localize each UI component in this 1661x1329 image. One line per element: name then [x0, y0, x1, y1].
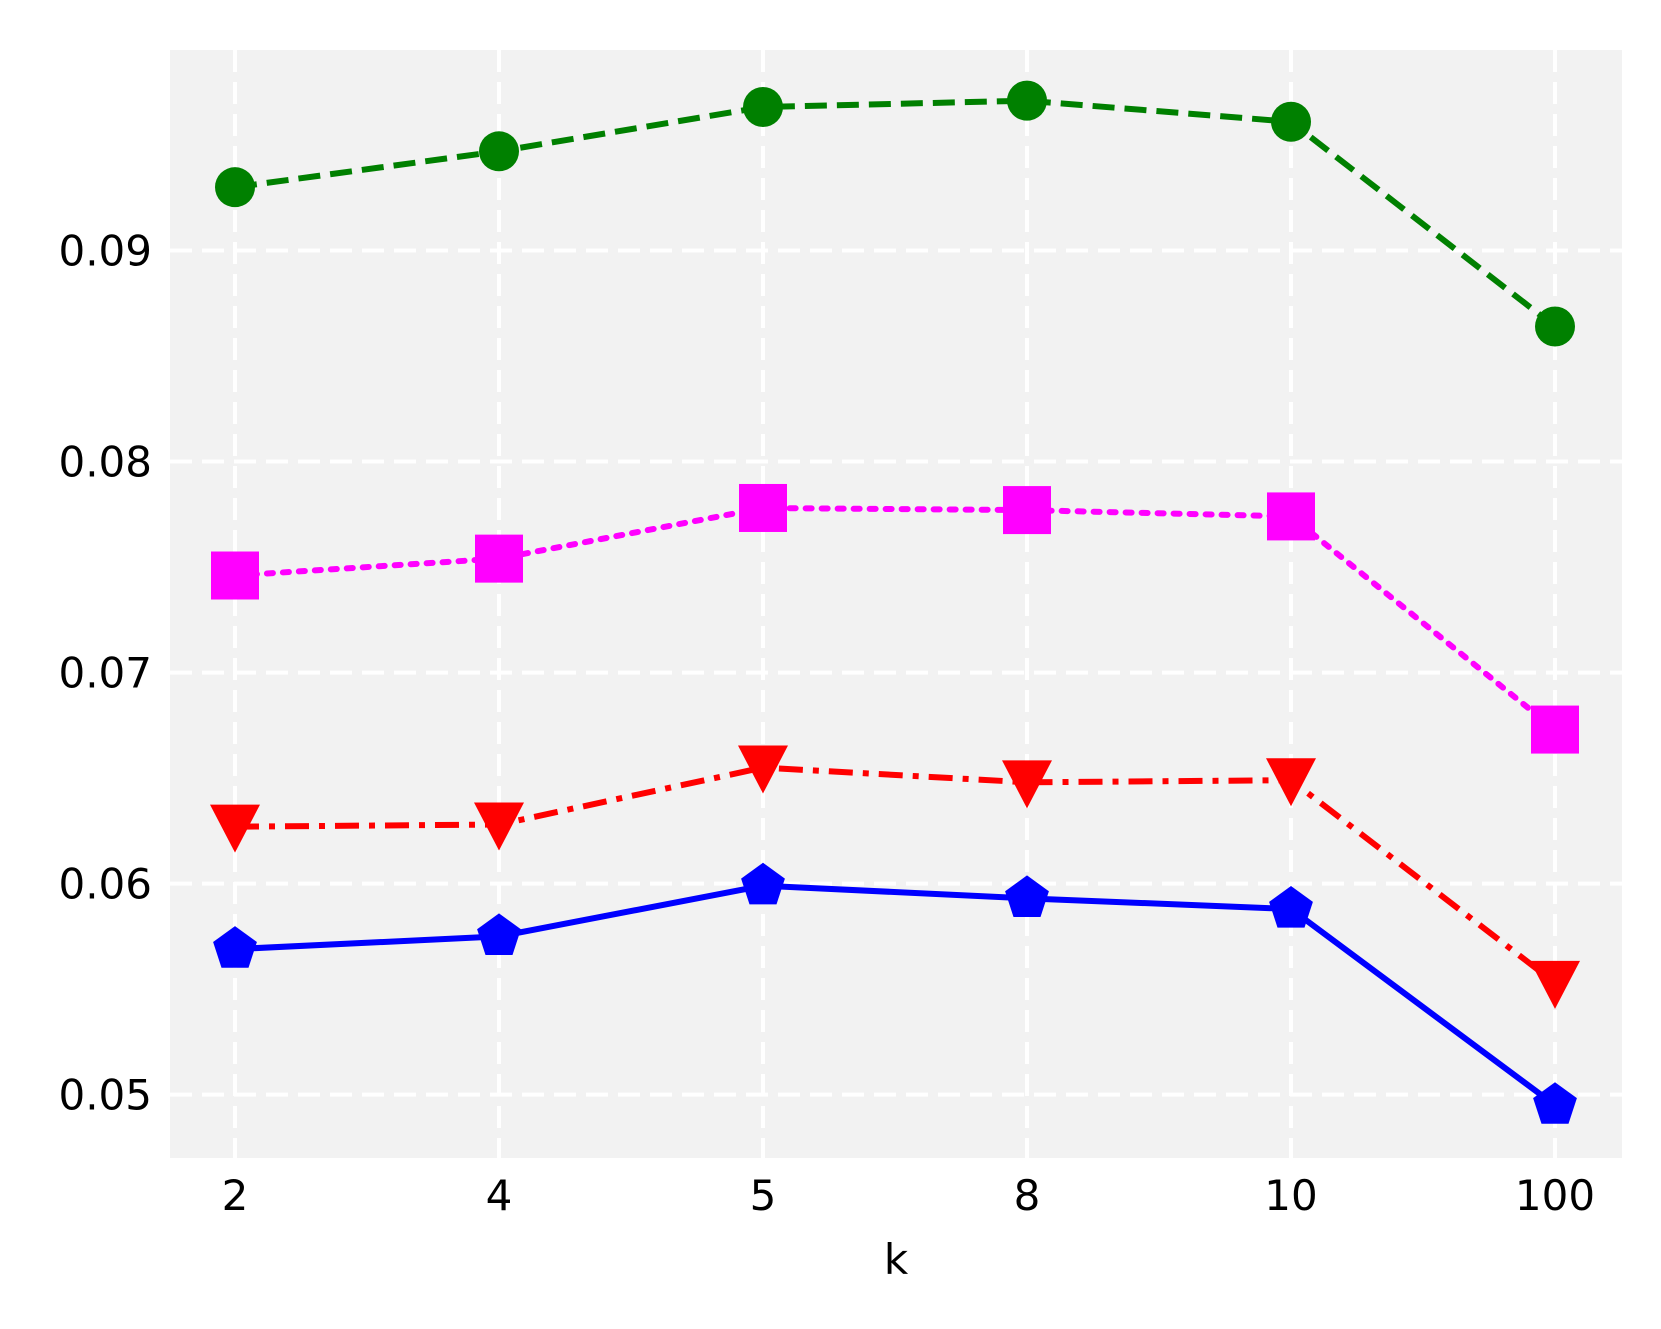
square-marker	[211, 551, 259, 600]
y-tick-label: 0.09	[58, 226, 152, 275]
y-tick-label: 0.08	[58, 438, 152, 487]
x-tick-label: 4	[486, 1171, 513, 1220]
x-tick-label: 100	[1515, 1171, 1595, 1220]
pentagon-marker	[1533, 1082, 1577, 1124]
y-tick-label: 0.07	[58, 649, 152, 698]
triangle-marker	[1530, 960, 1580, 1009]
series-line	[234, 882, 1557, 1108]
x-tick-label: 8	[1014, 1171, 1041, 1220]
circle-marker	[743, 86, 783, 127]
y-tick-label: 0.06	[58, 860, 152, 909]
circle-marker	[215, 167, 255, 208]
triangle-marker	[738, 745, 788, 794]
pentagon-marker	[213, 926, 257, 968]
circle-marker	[1271, 101, 1311, 142]
series-triangle-down	[210, 745, 1580, 1009]
pentagon-marker	[477, 913, 521, 955]
x-axis-label: k	[884, 1235, 909, 1284]
pentagon-marker	[741, 862, 785, 905]
triangle-marker	[1266, 758, 1316, 807]
grid-lines	[170, 50, 1622, 1158]
y-tick-label: 0.05	[58, 1071, 152, 1120]
series-line	[234, 764, 1557, 986]
x-tick-label: 10	[1264, 1171, 1317, 1220]
square-marker	[1003, 486, 1051, 535]
circle-marker	[1535, 306, 1575, 347]
series-pentagon	[213, 862, 1577, 1124]
pentagon-marker	[1005, 875, 1049, 917]
square-marker	[1267, 492, 1315, 541]
circle-marker	[1007, 80, 1047, 121]
triangle-marker	[474, 802, 524, 851]
square-marker	[1531, 705, 1579, 754]
series-circle	[215, 80, 1575, 347]
square-marker	[475, 534, 523, 583]
series-layer	[210, 80, 1580, 1124]
square-marker	[739, 483, 787, 532]
x-tick-label: 2	[222, 1171, 249, 1220]
circle-marker	[479, 131, 519, 172]
series-line	[232, 505, 1558, 733]
tick-labels: 2 4 5 8 10 100 0.05 0.06 0.07 0.08 0.09	[58, 226, 1595, 1220]
triangle-marker	[1002, 760, 1052, 809]
x-tick-label: 5	[750, 1171, 777, 1220]
pentagon-marker	[1269, 886, 1313, 928]
triangle-marker	[210, 804, 260, 853]
series-square	[211, 483, 1579, 754]
